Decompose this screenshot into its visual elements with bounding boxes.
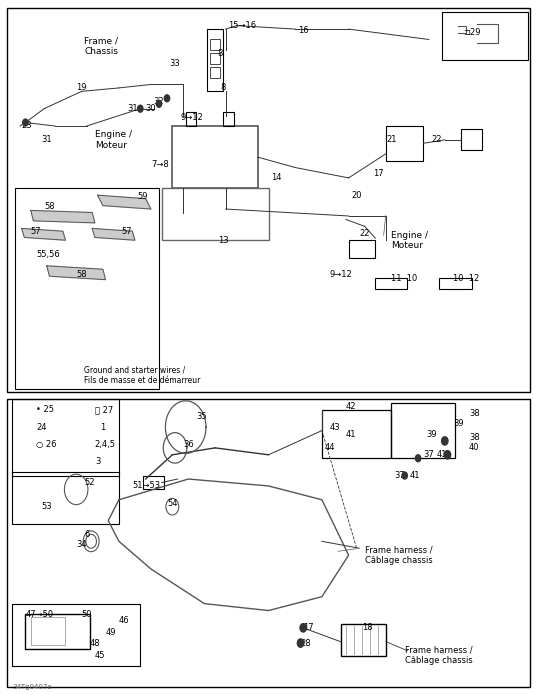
Text: Frame harness /
Câblage chassis: Frame harness / Câblage chassis — [405, 646, 473, 665]
Polygon shape — [92, 229, 135, 240]
Text: 10  12: 10 12 — [453, 274, 479, 283]
Polygon shape — [47, 265, 106, 279]
Text: 8: 8 — [220, 83, 226, 92]
Text: 🔧 27: 🔧 27 — [95, 405, 113, 414]
Text: 19: 19 — [76, 83, 86, 92]
Text: Frame /
Chassis: Frame / Chassis — [84, 37, 118, 56]
Text: 17: 17 — [303, 623, 314, 632]
Text: Frame harness /
Câblage chassis: Frame harness / Câblage chassis — [365, 546, 432, 565]
Text: 22: 22 — [359, 229, 370, 238]
Text: 16: 16 — [298, 26, 309, 35]
Text: 31: 31 — [127, 104, 137, 113]
Text: 58: 58 — [44, 202, 55, 211]
Text: 24: 24 — [36, 423, 47, 432]
Text: 53: 53 — [41, 502, 52, 512]
Text: 39: 39 — [426, 430, 437, 439]
Text: 14: 14 — [271, 174, 282, 182]
Circle shape — [156, 100, 162, 107]
Polygon shape — [21, 229, 66, 240]
Text: 57: 57 — [121, 227, 132, 236]
Text: 20: 20 — [351, 190, 362, 199]
Circle shape — [137, 105, 143, 112]
Text: Ground and starter wires /
Fils de masse et de démarreur: Ground and starter wires / Fils de masse… — [84, 366, 200, 385]
Text: 58: 58 — [76, 270, 87, 279]
Text: 3: 3 — [95, 457, 100, 466]
Circle shape — [297, 639, 304, 647]
Text: 22: 22 — [431, 136, 442, 145]
Text: 40: 40 — [469, 443, 480, 452]
Text: 59: 59 — [137, 192, 148, 201]
Text: 8: 8 — [217, 49, 223, 58]
Circle shape — [300, 623, 307, 632]
Text: ○ 26: ○ 26 — [36, 440, 56, 449]
Text: Engine /
Moteur: Engine / Moteur — [95, 130, 132, 149]
Text: 50: 50 — [82, 610, 92, 619]
Text: 42: 42 — [346, 402, 357, 411]
Polygon shape — [98, 195, 151, 209]
Text: 34Tg0407a: 34Tg0407a — [12, 684, 52, 690]
Text: 44: 44 — [324, 443, 335, 452]
Text: 32: 32 — [154, 97, 164, 106]
Text: 34: 34 — [76, 540, 87, 549]
Text: 39: 39 — [453, 419, 463, 428]
Text: • 25: • 25 — [36, 405, 54, 414]
Text: 46: 46 — [119, 616, 129, 626]
Text: Engine /
Moteur: Engine / Moteur — [391, 231, 429, 250]
Text: ⊐29: ⊐29 — [463, 28, 481, 37]
Text: 28: 28 — [301, 639, 311, 648]
Text: 38: 38 — [469, 409, 480, 418]
Text: 2,4,5: 2,4,5 — [95, 440, 116, 449]
Text: 17: 17 — [373, 169, 383, 177]
Text: 51→53: 51→53 — [132, 482, 161, 491]
Text: 37: 37 — [423, 450, 434, 459]
Circle shape — [441, 436, 448, 445]
Text: 1: 1 — [100, 423, 105, 432]
Text: 15→16: 15→16 — [228, 21, 257, 30]
Text: 11  10: 11 10 — [391, 274, 418, 283]
Circle shape — [444, 450, 451, 459]
Text: 9→12: 9→12 — [330, 270, 353, 279]
Circle shape — [164, 95, 170, 101]
Text: 55,56: 55,56 — [36, 250, 60, 259]
Text: 35: 35 — [197, 412, 207, 421]
Text: 13: 13 — [217, 236, 228, 245]
Polygon shape — [31, 211, 95, 223]
Text: 45: 45 — [95, 651, 105, 660]
Circle shape — [416, 455, 421, 461]
Text: 52: 52 — [84, 478, 95, 487]
Text: 37: 37 — [394, 471, 405, 480]
Text: 47→50: 47→50 — [25, 610, 54, 619]
Text: 33: 33 — [170, 59, 180, 68]
Text: 49: 49 — [106, 628, 116, 637]
Text: 43: 43 — [330, 423, 340, 432]
Circle shape — [402, 472, 408, 479]
Text: 57: 57 — [31, 227, 41, 236]
Text: 23: 23 — [21, 122, 32, 131]
Text: 30: 30 — [146, 104, 156, 113]
Circle shape — [23, 119, 28, 126]
Text: 48: 48 — [90, 639, 100, 648]
Text: 38: 38 — [469, 433, 480, 442]
Text: 54: 54 — [167, 499, 178, 508]
Text: 31: 31 — [41, 136, 52, 145]
Text: 7→8: 7→8 — [151, 160, 169, 169]
Text: 21: 21 — [386, 136, 396, 145]
Text: 41: 41 — [437, 450, 447, 459]
Text: 9→12: 9→12 — [180, 113, 203, 122]
Text: 18: 18 — [362, 623, 373, 632]
Text: 36: 36 — [183, 440, 194, 449]
Text: 41: 41 — [410, 471, 420, 480]
Text: 6: 6 — [84, 530, 90, 539]
Text: 41: 41 — [346, 430, 357, 439]
